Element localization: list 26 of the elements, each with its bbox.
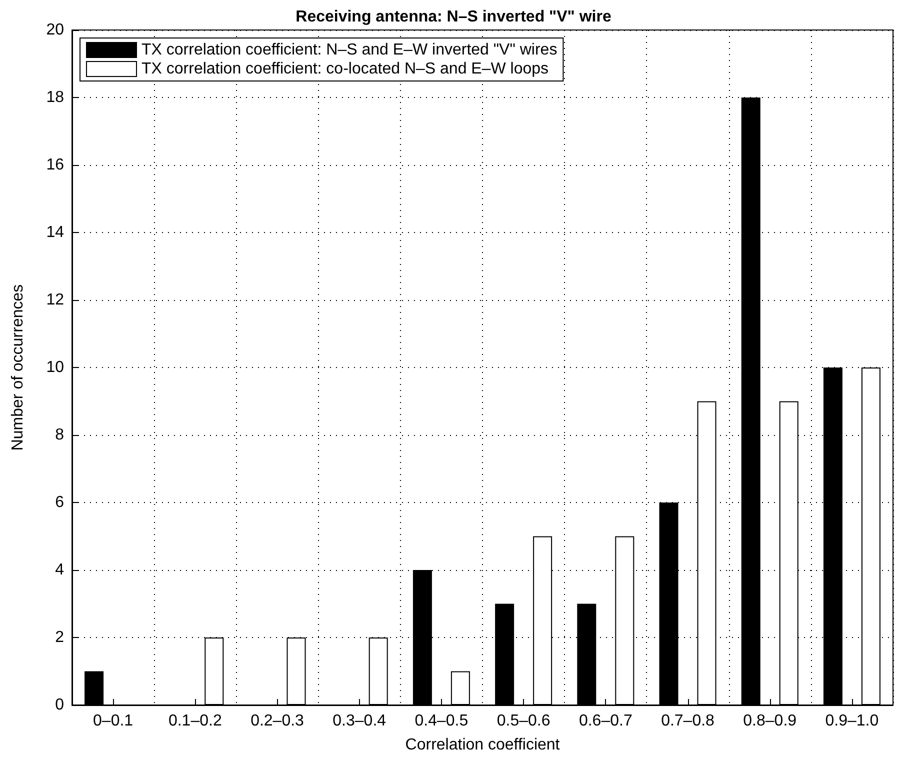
legend-label: TX correlation coefficient: co-located N–S and E–W loops	[142, 60, 549, 78]
y-tick-label: 14	[46, 224, 64, 241]
y-tick-label: 10	[46, 359, 64, 376]
y-tick-label: 12	[46, 292, 64, 308]
y-tick-label: 6	[55, 494, 64, 511]
x-axis-title: Correlation coefficient	[405, 736, 560, 754]
y-tick-label: 16	[46, 156, 64, 174]
x-tick-label: 0.1–0.2	[168, 712, 222, 730]
chart-title: Receiving antenna: N–S inverted "V" wire	[296, 8, 612, 26]
y-axis-title: Number of occurrences	[10, 284, 26, 451]
x-tick-label: 0–0.1	[93, 712, 134, 730]
x-tick-label: 0.8–0.9	[743, 712, 797, 730]
legend-label: TX correlation coefficient: N–S and E–W inverted "V" wires	[142, 42, 558, 58]
x-tick-label: 0.9–1.0	[825, 712, 879, 730]
y-tick-label: 8	[55, 426, 64, 444]
x-tick-label: 0.3–0.4	[332, 712, 386, 730]
x-tick-label: 0.5–0.6	[496, 712, 550, 730]
y-tick-label: 2	[55, 629, 64, 646]
y-tick-label: 0	[55, 696, 64, 714]
x-tick-label: 0.7–0.8	[661, 712, 715, 730]
y-tick-label: 4	[55, 562, 64, 578]
x-tick-label: 0.2–0.3	[250, 712, 304, 730]
y-tick-label: 18	[46, 89, 64, 106]
y-tick-label: 20	[46, 22, 64, 38]
x-tick-label: 0.4–0.5	[414, 712, 468, 730]
x-tick-label: 0.6–0.7	[578, 712, 632, 730]
